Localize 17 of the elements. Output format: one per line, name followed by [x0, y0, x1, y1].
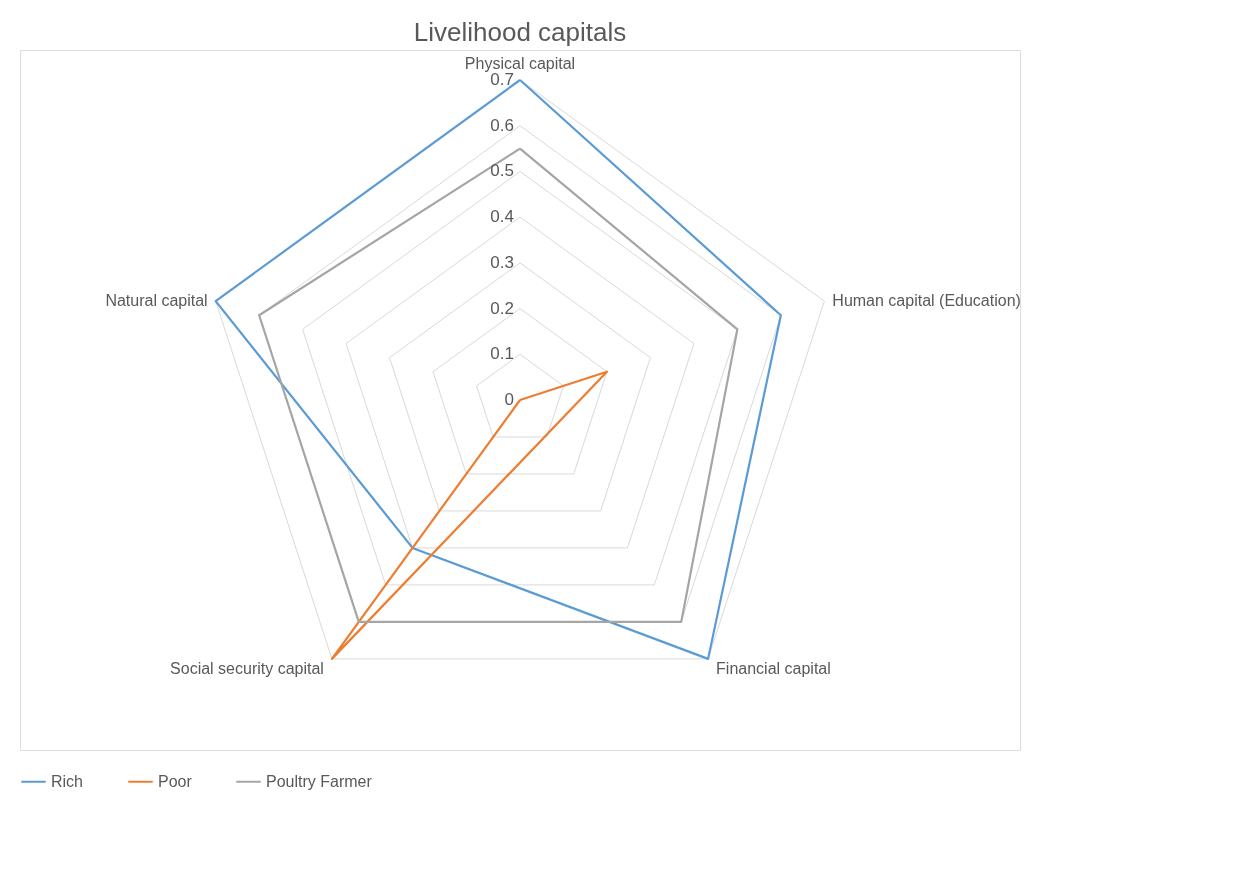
spoke-label: Physical capital	[464, 55, 576, 72]
y-tick-label: 0.6	[490, 115, 514, 135]
chart-title: Livelihood capitals	[413, 17, 627, 47]
y-tick-label: 0.2	[490, 298, 514, 318]
y-tick-label: 0.1	[490, 344, 514, 364]
legend-label: Rich	[51, 772, 84, 790]
spoke-label: Human capital (Education)	[832, 292, 1021, 310]
y-tick-label: 0.3	[490, 252, 514, 272]
y-tick-label: 0.5	[490, 161, 514, 181]
y-tick-label: 0	[504, 390, 514, 409]
legend-label: Poultry Farmer	[266, 772, 373, 790]
y-tick-label: 0.7	[490, 70, 514, 89]
legend-label: Poor	[158, 772, 193, 790]
y-tick-label: 0.4	[490, 207, 514, 227]
spoke-label: Natural capital	[105, 292, 208, 310]
spoke-label: Social security capital	[170, 659, 324, 677]
spoke-label: Financial capital	[716, 659, 831, 677]
